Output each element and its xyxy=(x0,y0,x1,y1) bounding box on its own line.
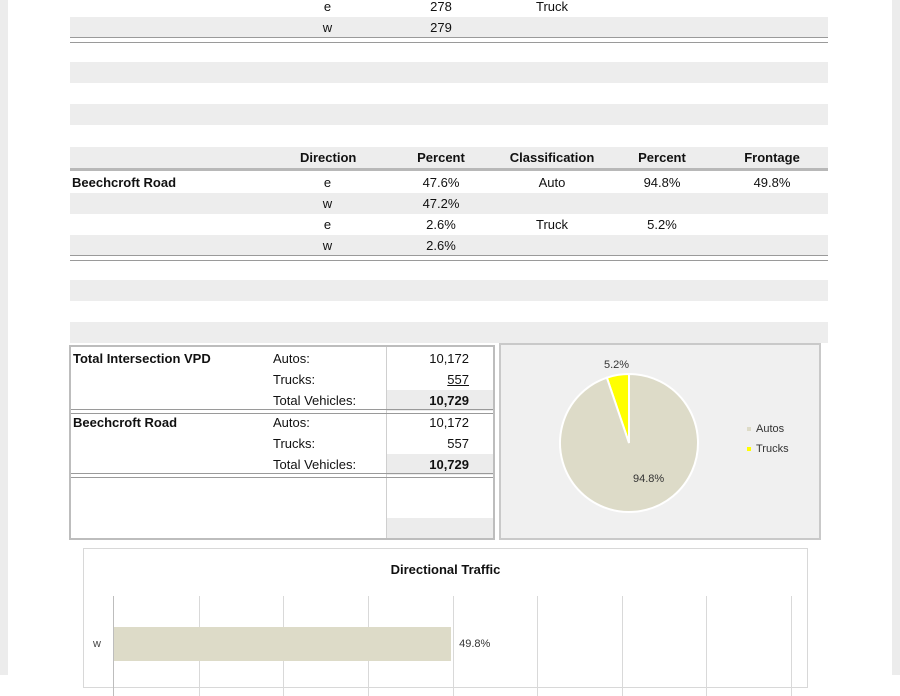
legend-autos: Autos xyxy=(747,423,784,435)
bar-data-label: 49.8% xyxy=(459,638,491,650)
summary-row: Beechcroft Road Autos: 10,172 xyxy=(71,412,493,433)
autos-value: 10,172 xyxy=(429,415,469,430)
trucks-value: 557 xyxy=(447,436,469,451)
summary-separator xyxy=(71,409,493,414)
directional-traffic-chart: Directional Traffic w 49.8% xyxy=(83,548,808,696)
bar-category-w: w xyxy=(93,638,101,650)
direction-cell: e xyxy=(323,0,332,14)
table-row: w 2.6% xyxy=(70,235,828,256)
summary-row: Total Vehicles: 10,729 xyxy=(71,454,493,475)
header-percent-2: Percent xyxy=(638,150,686,165)
table-row: w 279 xyxy=(70,17,828,38)
autos-label: Autos: xyxy=(273,415,310,430)
header-frontage: Frontage xyxy=(744,150,800,165)
direction-cell: e xyxy=(323,217,332,232)
total-label: Total Vehicles: xyxy=(273,457,357,472)
vehicle-summary: Total Intersection VPD Autos: 10,172 Tru… xyxy=(69,345,495,540)
table-row: e 2.6% Truck 5.2% xyxy=(70,214,828,235)
summary-title: Total Intersection VPD xyxy=(73,351,211,366)
legend-trucks-label: Trucks xyxy=(756,443,789,455)
classification-cell: Truck xyxy=(535,217,569,232)
direction-cell: w xyxy=(322,238,333,253)
blank-row xyxy=(70,280,828,301)
page-edge-right xyxy=(892,0,900,675)
trucks-label: Trucks: xyxy=(273,436,316,451)
direction-cell: w xyxy=(322,196,333,211)
autos-value: 10,172 xyxy=(429,351,469,366)
total-value: 10,729 xyxy=(429,457,469,472)
table-header: Direction Percent Classification Percent… xyxy=(70,147,828,168)
road-title: Beechcroft Road xyxy=(73,415,178,430)
percent-cell: 47.2% xyxy=(422,196,460,211)
direction-cell: e xyxy=(323,175,332,190)
gridline xyxy=(791,596,792,696)
total-value: 10,729 xyxy=(429,393,469,408)
total-label: Total Vehicles: xyxy=(273,393,357,408)
table-border xyxy=(70,37,828,43)
blank-row xyxy=(70,322,828,343)
trucks-label: Trucks: xyxy=(273,372,316,387)
gridline xyxy=(537,596,539,696)
chart-title: Directional Traffic xyxy=(390,562,501,577)
total-cell-fill xyxy=(387,390,493,411)
bar-w xyxy=(114,627,452,661)
pie-label-trucks: 5.2% xyxy=(604,359,630,371)
gridline xyxy=(452,596,454,696)
road-label: Beechcroft Road xyxy=(72,175,177,190)
header-direction: Direction xyxy=(300,150,357,165)
summary-row: Total Intersection VPD Autos: 10,172 xyxy=(71,348,493,369)
legend-trucks: Trucks xyxy=(747,443,789,455)
vehicle-pie-chart: 5.2% 94.8% Autos Trucks xyxy=(499,343,821,540)
summary-row: Trucks: 557 xyxy=(71,433,493,454)
pie-slice-autos xyxy=(559,372,699,513)
gridline xyxy=(706,596,708,696)
trucks-value: 557 xyxy=(447,372,469,387)
gridline xyxy=(621,596,623,696)
percent-cell: 47.6% xyxy=(422,175,460,190)
percent-cell: 2.6% xyxy=(426,238,456,253)
pie-label-autos: 94.8% xyxy=(633,473,665,485)
table-row: Beechcroft Road e 47.6% Auto 94.8% 49.8% xyxy=(70,172,828,193)
page-edge-left xyxy=(0,0,8,675)
count-cell: 278 xyxy=(430,0,452,14)
table-row: w 47.2% xyxy=(70,193,828,214)
pie-svg xyxy=(559,372,699,513)
header-percent: Percent xyxy=(417,150,465,165)
total-cell-fill xyxy=(387,454,493,475)
blank-row xyxy=(70,62,828,83)
table-border xyxy=(70,255,828,261)
table-row: e 278 Truck xyxy=(70,0,828,17)
class-percent-cell: 94.8% xyxy=(643,175,681,190)
chart-axis xyxy=(113,596,114,696)
legend-autos-swatch xyxy=(747,427,751,432)
classification-cell: Truck xyxy=(535,0,569,14)
legend-autos-label: Autos xyxy=(756,423,785,435)
percent-cell: 2.6% xyxy=(426,217,456,232)
legend-trucks-swatch xyxy=(747,447,751,452)
header-border xyxy=(70,168,828,171)
count-cell: 279 xyxy=(430,20,452,35)
summary-row: Total Vehicles: 10,729 xyxy=(71,390,493,411)
column-divider xyxy=(386,347,387,538)
summary-separator xyxy=(71,473,493,478)
summary-row: Trucks: 557 xyxy=(71,369,493,390)
class-percent-cell: 5.2% xyxy=(647,217,677,232)
frontage-cell: 49.8% xyxy=(753,175,791,190)
autos-label: Autos: xyxy=(273,351,310,366)
empty-cell-fill xyxy=(387,518,493,538)
direction-cell: w xyxy=(322,20,333,35)
classification-cell: Auto xyxy=(538,175,566,190)
blank-row xyxy=(70,104,828,125)
header-classification: Classification xyxy=(509,150,595,165)
